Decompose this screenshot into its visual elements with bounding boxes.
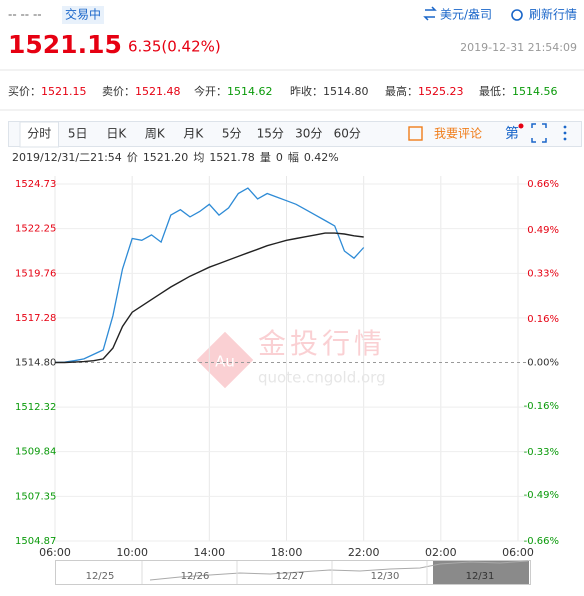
navigator-date: 12/31: [466, 571, 495, 582]
info-part: 均: [193, 151, 204, 164]
refresh-icon: [511, 9, 523, 21]
quote-label: 昨收：: [290, 84, 323, 98]
tab[interactable]: 周K: [145, 127, 166, 141]
price-change: 6.35(0.42%): [128, 38, 221, 56]
y-tick-label: 1519.76: [15, 268, 56, 279]
watermark-name: 金投行情: [258, 327, 386, 360]
y-tick-label: 1514.80: [15, 358, 56, 369]
quote-item: 卖价：1521.48: [102, 85, 181, 98]
info-part: 2019/12/31/二21:54: [12, 151, 122, 164]
instrument-name: -- -- --: [8, 8, 42, 22]
fullscreen-icon[interactable]: [531, 123, 547, 143]
quote-item: 买价：1521.15: [8, 85, 87, 98]
x-tick-label: 10:00: [116, 546, 148, 559]
badge-dot: [518, 123, 524, 129]
y2-tick-label: -0.16%: [524, 401, 559, 412]
tab[interactable]: 月K: [183, 127, 204, 141]
navigator-date: 12/25: [86, 571, 115, 582]
info-part: 0.42%: [304, 151, 339, 164]
y-tick-label: 1522.25: [15, 224, 56, 235]
info-part: 0: [276, 151, 283, 164]
comment-icon: [408, 126, 423, 141]
switch-icon: [423, 6, 437, 21]
series-line: [55, 232, 364, 364]
quote-item: 最低：1514.56: [479, 85, 558, 98]
watermark: Au 金投行情 quote.cngold.org: [196, 327, 386, 389]
info-part: 幅: [288, 151, 299, 164]
quote-label: 最低：: [479, 85, 512, 98]
quote-row: 买价：1521.15 卖价：1521.48 今开：1514.62 昨收：1514.80…: [8, 84, 558, 98]
navigator-date: 12/30: [371, 571, 400, 582]
tab-bar: [8, 121, 582, 147]
tab[interactable]: 60分: [334, 127, 361, 141]
status: 交易中: [65, 7, 101, 22]
quote-time: 2019-12-31 21:54:09: [460, 41, 577, 54]
x-tick-label: 18:00: [271, 546, 303, 559]
y-tick-label: 1517.28: [15, 313, 56, 324]
quote-value: 1514.62: [227, 85, 273, 98]
y2-tick-label: -0.33%: [524, 447, 559, 458]
y2-tick-label: 0.49%: [527, 225, 559, 236]
tab[interactable]: 5日: [68, 127, 88, 141]
info-part: 1521.78: [209, 151, 255, 164]
quote-value: 1525.23: [418, 85, 464, 98]
tab[interactable]: 日K: [106, 127, 127, 141]
navigator-window[interactable]: [433, 561, 529, 584]
navigator-date: 12/26: [181, 571, 210, 582]
last-price: 1521.15: [8, 30, 122, 59]
quote-value: 1521.48: [135, 85, 181, 98]
watermark-badge: Au: [215, 353, 235, 371]
y-tick-label: 1507.35: [15, 491, 56, 502]
quote-value: 1514.80: [323, 85, 369, 98]
watermark-site: quote.cngold.org: [258, 369, 386, 387]
quote-label: 买价：: [8, 85, 41, 98]
x-tick-label: 14:00: [193, 546, 225, 559]
x-tick-label: 06:00: [502, 546, 534, 559]
x-tick-label: 22:00: [348, 546, 380, 559]
y-tick-label: 1509.84: [15, 447, 56, 458]
quote-value: 1514.56: [512, 85, 558, 98]
quote-value: 1521.15: [41, 85, 87, 98]
y2-tick-label: 0.16%: [527, 314, 559, 325]
info-text: 2019/12/31/二21:54 价 1521.20 均 1521.78 量 0 幅 0.42…: [12, 151, 339, 164]
tab[interactable]: 15分: [257, 127, 284, 141]
chart: 06:00 10:00 14:00 18:00 22:00 02:00 06:00 1524.…: [15, 176, 559, 559]
quote-item: 昨收：1514.80: [290, 84, 369, 98]
x-tick-label: 02:00: [425, 546, 457, 559]
quote-label: 今开：: [194, 84, 227, 98]
unit-switch[interactable]: 美元/盎司: [440, 8, 492, 22]
info-line: 2019/12/31/二21:54 价 1521.20 均 1521.78 量 0 幅 0.42…: [12, 151, 339, 164]
quote-label: 卖价：: [102, 85, 135, 98]
info-part: 量: [260, 151, 271, 164]
quote-label: 最高：: [385, 84, 418, 98]
refresh[interactable]: 刷新行情: [529, 7, 577, 22]
quote-item: 今开：1514.62: [194, 84, 273, 98]
tabs: 分时 5日 日K 周K 月K 5分 15分 30分 60分: [19, 121, 361, 148]
navigator-date: 12/27: [276, 571, 305, 582]
info-part: 1521.20: [143, 151, 189, 164]
menu-icon[interactable]: [563, 125, 567, 141]
x-tick-label: 06:00: [39, 546, 71, 559]
status-badge: [62, 6, 104, 24]
y2-tick-label: 0.33%: [527, 268, 559, 279]
info-part: 价: [127, 151, 138, 164]
quote-item: 最高：1525.23: [385, 84, 464, 98]
comment[interactable]: 我要评论: [434, 127, 482, 141]
tab-active[interactable]: [19, 121, 59, 148]
more-tab[interactable]: 第: [505, 125, 519, 142]
tab[interactable]: 5分: [222, 127, 242, 141]
y-tick-label: 1524.73: [15, 179, 56, 190]
navigator-sparkline: [149, 560, 529, 581]
y2-tick-label: -0.49%: [524, 490, 559, 501]
y2-tick-label: 0.66%: [527, 179, 559, 190]
navigator-dates: 12/25 12/26 12/27 12/30 12/31: [86, 561, 495, 584]
series-line: [54, 187, 365, 364]
tab[interactable]: 分时: [27, 127, 51, 141]
y2-tick-label: 0.00%: [527, 358, 559, 369]
tab[interactable]: 30分: [295, 127, 322, 141]
y-tick-label: 1504.87: [15, 536, 56, 547]
y2-tick-label: -0.66%: [524, 536, 559, 547]
y-tick-label: 1512.32: [15, 402, 56, 413]
